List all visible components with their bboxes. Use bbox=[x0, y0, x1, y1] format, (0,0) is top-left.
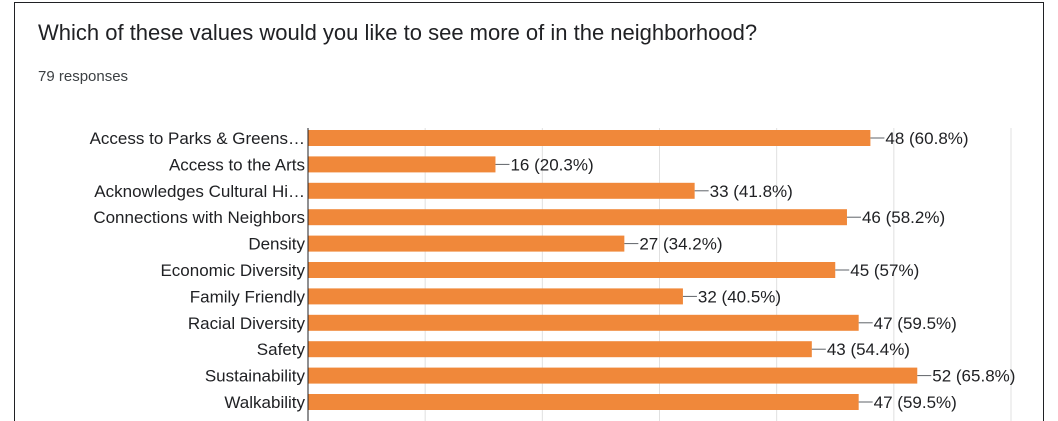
bar bbox=[308, 394, 859, 410]
value-label: 47 (59.5%) bbox=[874, 393, 957, 412]
category-label: Access to the Arts bbox=[169, 155, 305, 174]
value-label: 32 (40.5%) bbox=[698, 287, 781, 306]
value-label: 33 (41.8%) bbox=[710, 182, 793, 201]
bar bbox=[308, 288, 683, 305]
category-label: Family Friendly bbox=[190, 287, 306, 306]
category-label: Safety bbox=[257, 340, 306, 359]
labels: 48 (60.8%) Access to Parks & Greens… 16 (2… bbox=[90, 129, 1016, 412]
value-label: 27 (34.2%) bbox=[639, 235, 722, 254]
category-label: Access to Parks & Greens… bbox=[90, 129, 305, 148]
value-label: 48 (60.8%) bbox=[885, 129, 968, 148]
category-label: Sustainability bbox=[205, 367, 306, 386]
bar bbox=[308, 130, 871, 146]
bar bbox=[308, 367, 918, 384]
value-label: 47 (59.5%) bbox=[874, 314, 957, 333]
category-label: Connections with Neighbors bbox=[93, 208, 305, 227]
question-title: Which of these values would you like to … bbox=[38, 20, 758, 45]
response-count: 79 responses bbox=[38, 68, 129, 85]
category-label: Economic Diversity bbox=[160, 261, 305, 280]
value-label: 43 (54.4%) bbox=[827, 340, 910, 359]
category-label: Acknowledges Cultural Hi… bbox=[94, 182, 305, 201]
value-label: 16 (20.3%) bbox=[510, 155, 593, 174]
bar bbox=[308, 341, 812, 358]
bar bbox=[308, 182, 695, 199]
value-label: 46 (58.2%) bbox=[862, 208, 945, 227]
category-label: Racial Diversity bbox=[188, 314, 306, 333]
bar bbox=[308, 156, 496, 173]
value-label: 45 (57%) bbox=[850, 261, 919, 280]
bar bbox=[308, 235, 625, 252]
bar bbox=[308, 314, 859, 331]
category-label: Walkability bbox=[224, 393, 305, 412]
bar bbox=[308, 262, 836, 278]
category-label: Density bbox=[248, 235, 305, 254]
bars bbox=[308, 130, 918, 410]
bar bbox=[308, 209, 847, 226]
value-label: 52 (65.8%) bbox=[932, 367, 1015, 386]
